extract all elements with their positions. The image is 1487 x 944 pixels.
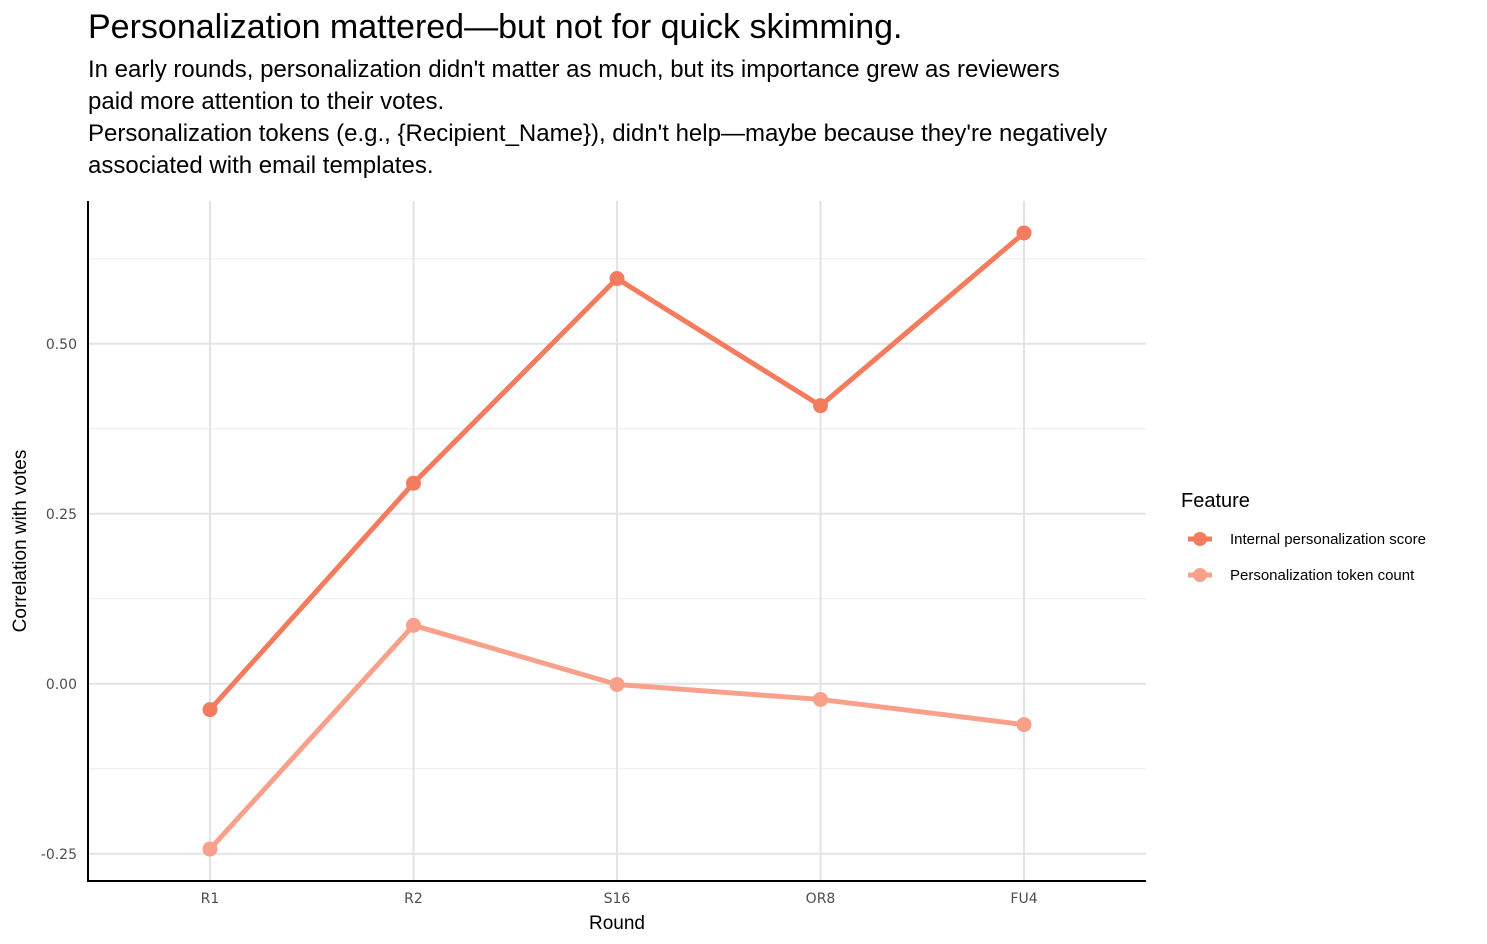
y-axis-title: Correlation with votes — [10, 450, 31, 633]
chart-title: Personalization mattered—but not for qui… — [88, 8, 903, 46]
data-point — [609, 676, 625, 692]
data-point — [202, 841, 218, 857]
subtitle-line: Personalization tokens (e.g., {Recipient… — [88, 120, 1108, 147]
data-point — [813, 398, 828, 414]
legend: Feature Internal personalization score Pe… — [1181, 490, 1426, 584]
data-point — [1016, 225, 1032, 241]
x-tick-label: S16 — [604, 891, 631, 907]
x-tick-label: R1 — [201, 891, 220, 907]
legend-label: Personalization token count — [1230, 567, 1415, 584]
data-point — [406, 475, 421, 491]
x-tick-label: OR8 — [806, 891, 836, 907]
subtitle-line: In early rounds, personalization didn't … — [88, 56, 1060, 83]
legend-label: Internal personalization score — [1230, 531, 1426, 548]
subtitle-line: paid more attention to their votes. — [88, 88, 445, 115]
y-tick-label: 0.25 — [46, 507, 77, 523]
chart-subtitle: In early rounds, personalization didn't … — [88, 54, 1328, 182]
axes: -0.25 0.00 0.25 0.50 R1 R2 S16 OR8 FU4 — [41, 201, 1146, 907]
subtitle-line: associated with email templates. — [88, 152, 434, 179]
y-tick-label: -0.25 — [41, 847, 77, 863]
x-tick-label: FU4 — [1010, 891, 1037, 907]
data-point — [202, 702, 218, 718]
x-axis-title: Round — [589, 913, 645, 934]
series — [202, 225, 1032, 857]
x-tick-label: R2 — [404, 891, 423, 907]
data-point — [1016, 717, 1032, 733]
legend-title: Feature — [1181, 490, 1250, 512]
legend-key-point — [1193, 568, 1207, 582]
data-point — [813, 691, 828, 707]
y-tick-label: 0.50 — [46, 337, 77, 353]
data-point — [609, 271, 625, 287]
legend-key-point — [1193, 532, 1207, 546]
axis-labels: Round Correlation with votes — [10, 450, 645, 934]
y-tick-label: 0.00 — [46, 677, 77, 693]
data-point — [406, 617, 421, 633]
grid — [88, 201, 1146, 881]
